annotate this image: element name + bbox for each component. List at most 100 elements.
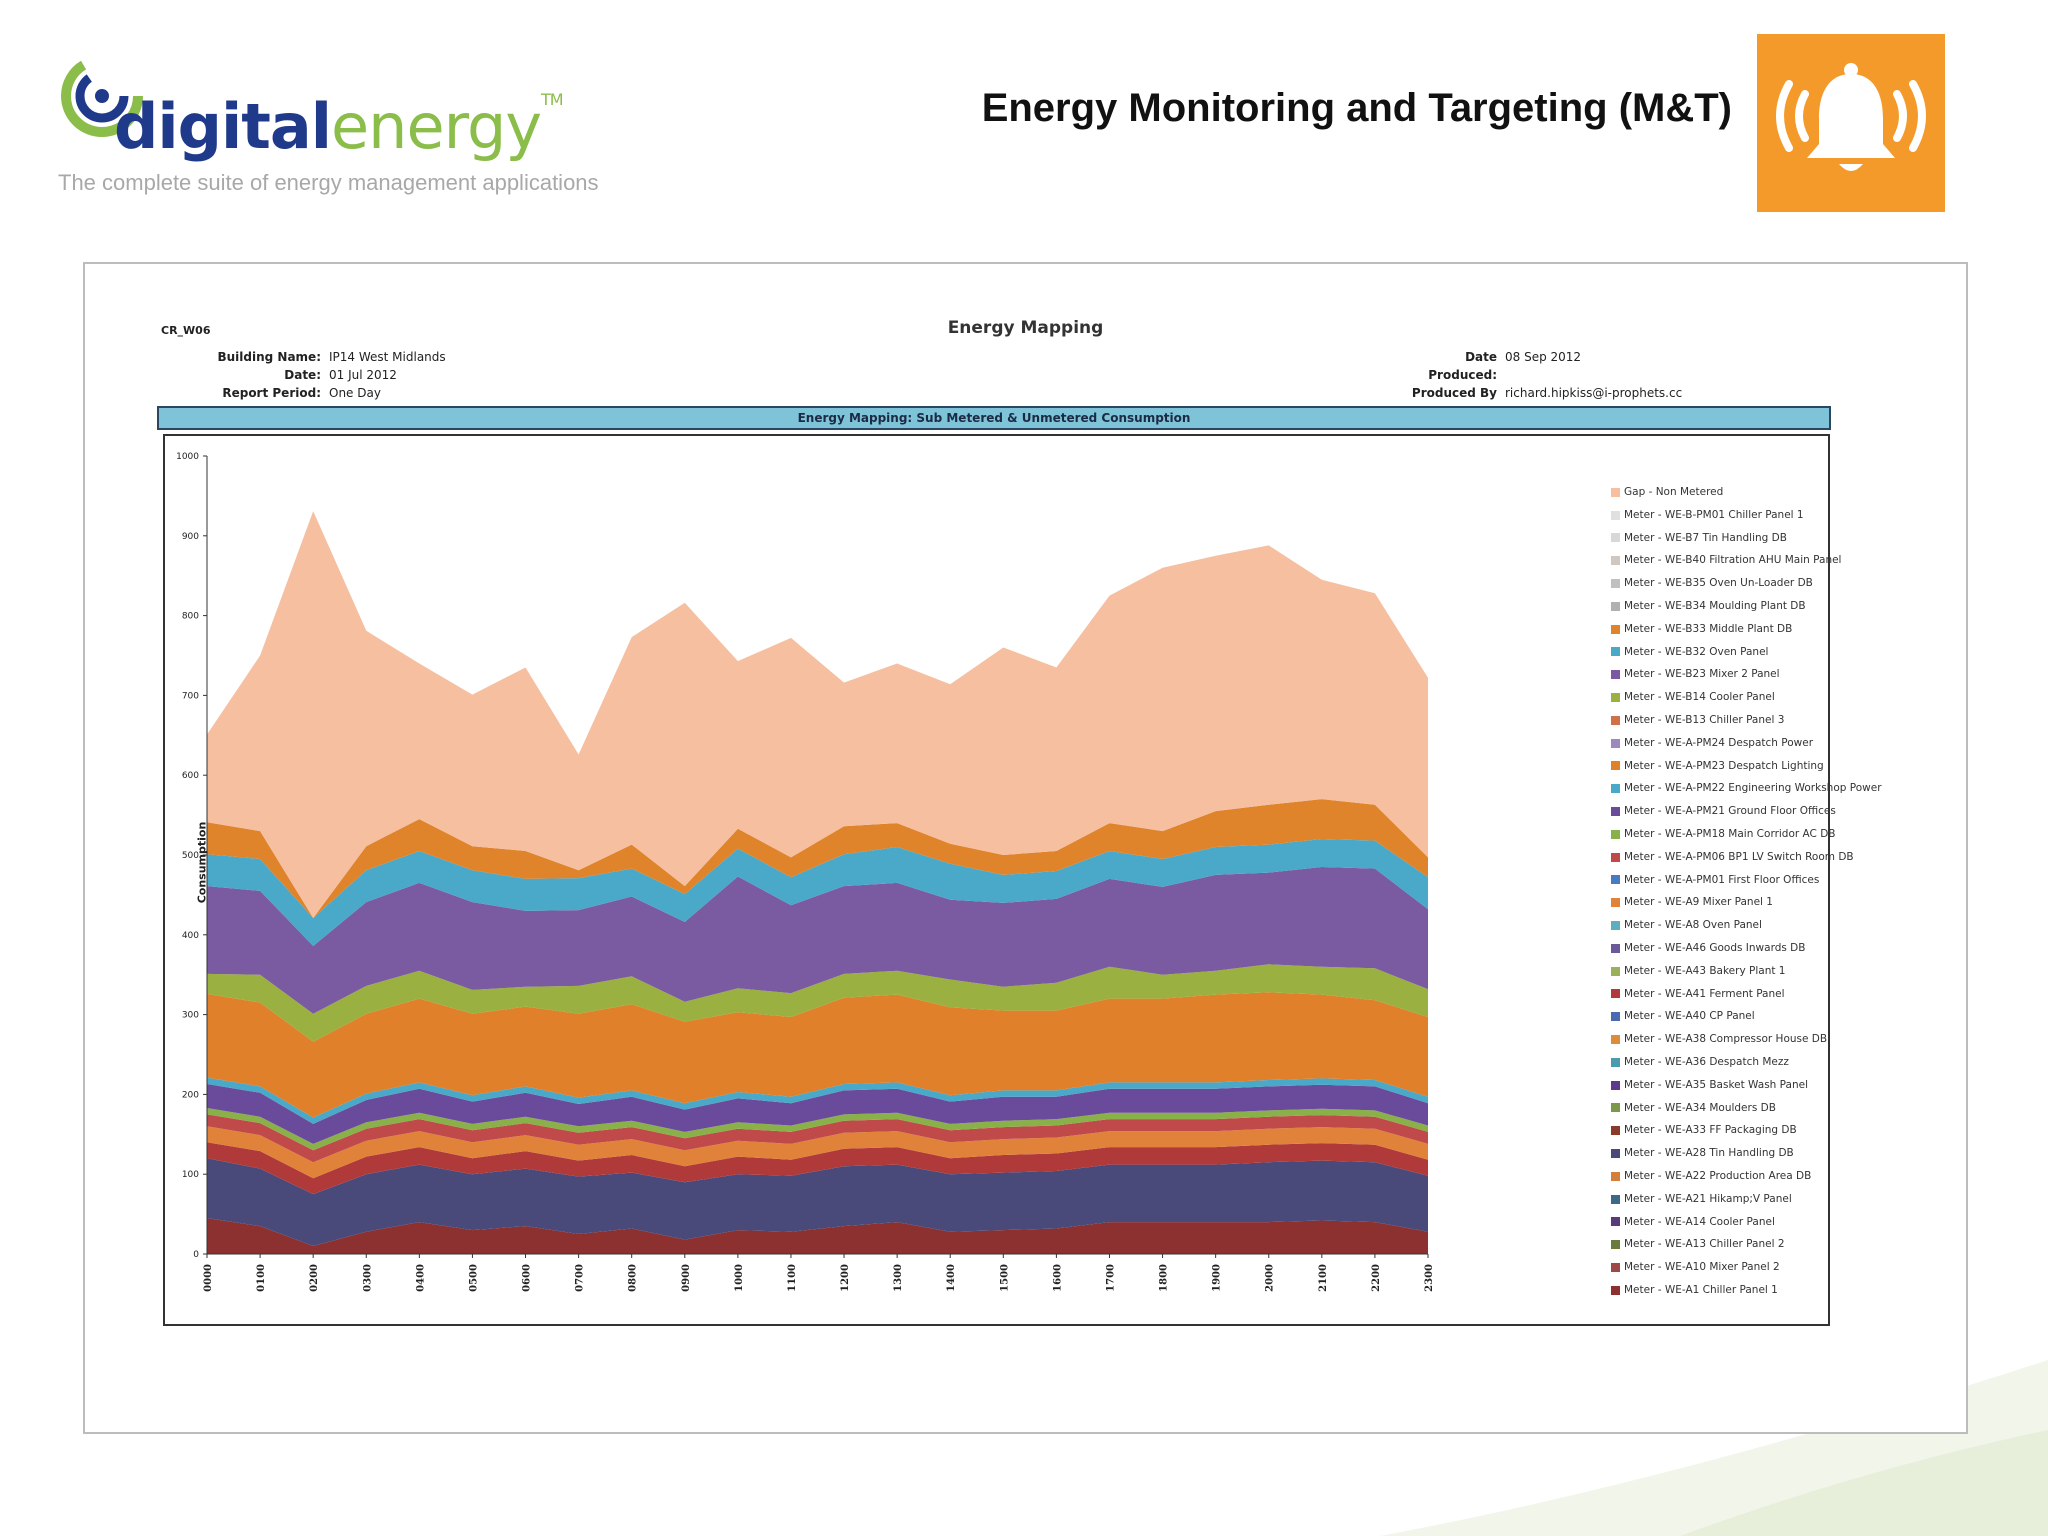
legend-swatch	[1611, 829, 1620, 839]
legend-swatch	[1611, 966, 1620, 976]
legend-label: Meter - WE-A38 Compressor House DB	[1624, 1033, 1828, 1046]
series-area-6	[207, 1158, 1428, 1246]
bell-alarm-icon	[1776, 63, 1926, 171]
legend-label: Meter - WE-B23 Mixer 2 Panel	[1624, 668, 1780, 681]
x-tick-label: 0800	[628, 1264, 639, 1292]
legend-swatch	[1611, 533, 1620, 543]
series-area-23	[207, 992, 1428, 1118]
legend-item: Meter - WE-A43 Bakery Plant 1	[1611, 960, 1882, 983]
legend-label: Meter - WE-A22 Production Area DB	[1624, 1169, 1812, 1182]
legend-swatch	[1611, 1262, 1620, 1272]
legend-swatch	[1611, 693, 1620, 703]
legend-swatch	[1611, 852, 1620, 862]
legend-item: Meter - WE-A46 Goods Inwards DB	[1611, 937, 1882, 960]
legend-label: Gap - Non Metered	[1624, 486, 1724, 498]
legend-item: Meter - WE-B35 Oven Un-Loader DB	[1611, 572, 1882, 595]
legend-item: Meter - WE-A40 CP Panel	[1611, 1005, 1882, 1028]
legend-label: Meter - WE-A41 Ferment Panel	[1624, 987, 1785, 1000]
x-tick-label: 0200	[309, 1264, 320, 1292]
digital-energy-logo: digitalenergyTM The complete suite of en…	[50, 40, 690, 210]
legend-item: Meter - WE-A33 FF Packaging DB	[1611, 1119, 1882, 1142]
legend-item: Meter - WE-A1 Chiller Panel 1	[1611, 1279, 1882, 1302]
legend-swatch	[1611, 738, 1620, 748]
meta-period: Report Period: One Day	[222, 386, 381, 400]
legend-swatch	[1611, 510, 1620, 520]
legend-label: Meter - WE-A43 Bakery Plant 1	[1624, 964, 1786, 977]
legend-item: Meter - WE-A-PM01 First Floor Offices	[1611, 869, 1882, 892]
x-tick-label: 0100	[256, 1264, 267, 1292]
legend-label: Meter - WE-A-PM24 Despatch Power	[1624, 736, 1814, 749]
legend-item: Meter - WE-A22 Production Area DB	[1611, 1165, 1882, 1188]
legend-item: Meter - WE-A21 Hikamp;V Panel	[1611, 1188, 1882, 1211]
legend-swatch	[1611, 898, 1620, 908]
chart-legend: Gap - Non Metered Meter - WE-B-PM01 Chill…	[1611, 481, 1882, 1302]
legend-swatch	[1611, 807, 1620, 817]
legend-swatch	[1611, 556, 1620, 566]
legend-swatch	[1611, 784, 1620, 794]
legend-label: Meter - WE-B32 Oven Panel	[1624, 645, 1769, 658]
legend-label: Meter - WE-A-PM01 First Floor Offices	[1624, 873, 1820, 886]
legend-item: Meter - WE-A-PM06 BP1 LV Switch Room DB	[1611, 846, 1882, 869]
legend-item: Meter - WE-A9 Mixer Panel 1	[1611, 891, 1882, 914]
legend-label: Meter - WE-A33 FF Packaging DB	[1624, 1124, 1797, 1137]
legend-label: Meter - WE-A36 Despatch Mezz	[1624, 1055, 1789, 1068]
series-area-35	[207, 511, 1428, 918]
legend-item: Meter - WE-A-PM23 Despatch Lighting	[1611, 755, 1882, 778]
x-tick-label: 0900	[681, 1264, 692, 1292]
y-tick-label: 1000	[176, 452, 199, 462]
legend-swatch	[1611, 761, 1620, 771]
report-meta-left: Building Name: IP14 West Midlands Date: 01…	[195, 348, 446, 402]
legend-item: Meter - WE-A-PM24 Despatch Power	[1611, 732, 1882, 755]
legend-label: Meter - WE-A14 Cooler Panel	[1624, 1215, 1775, 1228]
legend-swatch	[1611, 1240, 1620, 1250]
x-tick-label: 1300	[893, 1264, 904, 1292]
legend-label: Meter - WE-B7 Tin Handling DB	[1624, 531, 1787, 544]
legend-swatch	[1611, 647, 1620, 657]
legend-swatch	[1611, 487, 1620, 497]
y-tick-label: 900	[182, 532, 199, 542]
legend-item: Meter - WE-A28 Tin Handling DB	[1611, 1142, 1882, 1165]
x-tick-label: 1400	[946, 1264, 957, 1292]
legend-label: Meter - WE-B40 Filtration AHU Main Panel	[1624, 554, 1842, 567]
legend-swatch	[1611, 875, 1620, 885]
legend-item: Meter - WE-A-PM22 Engineering Workshop P…	[1611, 777, 1882, 800]
legend-label: Meter - WE-B13 Chiller Panel 3	[1624, 713, 1785, 726]
x-tick-label: 2200	[1371, 1264, 1382, 1292]
series-area-17	[207, 1126, 1428, 1179]
y-tick-label: 700	[182, 691, 199, 701]
report-id: CR_W06	[161, 324, 211, 337]
series-area-27	[207, 867, 1428, 1014]
legend-label: Meter - WE-A34 Moulders DB	[1624, 1101, 1776, 1114]
y-tick-label: 600	[182, 771, 199, 781]
y-axis-label: Consumption	[195, 821, 209, 904]
report-frame: CR_W06 Energy Mapping Building Name: IP14…	[83, 262, 1968, 1434]
legend-item: Meter - WE-A14 Cooler Panel	[1611, 1211, 1882, 1234]
x-tick-label: 2100	[1318, 1264, 1329, 1292]
legend-label: Meter - WE-A13 Chiller Panel 2	[1624, 1238, 1785, 1251]
legend-item: Meter - WE-B32 Oven Panel	[1611, 641, 1882, 664]
x-tick-label: 1800	[1159, 1264, 1170, 1292]
x-tick-label: 0000	[203, 1264, 214, 1292]
meta-building: Building Name: IP14 West Midlands	[217, 350, 446, 364]
legend-swatch	[1611, 624, 1620, 634]
legend-label: Meter - WE-B33 Middle Plant DB	[1624, 622, 1793, 635]
series-area-13	[207, 1142, 1428, 1195]
logo-wordmark: digitalenergyTM	[114, 90, 564, 163]
legend-label: Meter - WE-A-PM22 Engineering Workshop P…	[1624, 782, 1882, 795]
legend-label: Meter - WE-A-PM21 Ground Floor Offices	[1624, 805, 1836, 818]
legend-swatch	[1611, 1217, 1620, 1227]
logo-word-light: energy	[331, 90, 542, 163]
logo-tagline: The complete suite of energy management …	[58, 170, 599, 195]
chart-container: 0 100 200 300 400 500 600 700 800 900 1000 0000 0100…	[163, 434, 1882, 1326]
legend-item: Meter - WE-A34 Moulders DB	[1611, 1097, 1882, 1120]
x-tick-label: 0300	[362, 1264, 373, 1292]
series-area-21	[207, 1084, 1428, 1144]
legend-item: Gap - Non Metered	[1611, 481, 1882, 504]
legend-label: Meter - WE-A-PM23 Despatch Lighting	[1624, 759, 1824, 772]
legend-label: Meter - WE-A28 Tin Handling DB	[1624, 1147, 1794, 1160]
series-area-26	[207, 964, 1428, 1042]
legend-label: Meter - WE-A35 Basket Wash Panel	[1624, 1078, 1808, 1091]
legend-label: Meter - WE-A9 Mixer Panel 1	[1624, 896, 1773, 909]
series-area-22	[207, 1077, 1428, 1124]
